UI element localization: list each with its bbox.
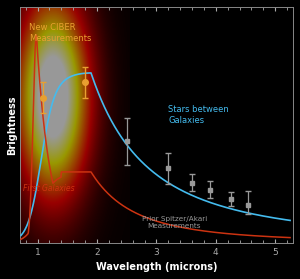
X-axis label: Wavelength (microns): Wavelength (microns) (96, 262, 217, 272)
Text: Stars between
Galaxies: Stars between Galaxies (168, 105, 229, 125)
Text: New CIBER
Measurements: New CIBER Measurements (28, 23, 91, 43)
Text: First Galaxies: First Galaxies (23, 184, 75, 193)
Text: Prior Spitzer/Akari
Measurements: Prior Spitzer/Akari Measurements (142, 216, 207, 229)
Y-axis label: Brightness: Brightness (7, 95, 17, 155)
